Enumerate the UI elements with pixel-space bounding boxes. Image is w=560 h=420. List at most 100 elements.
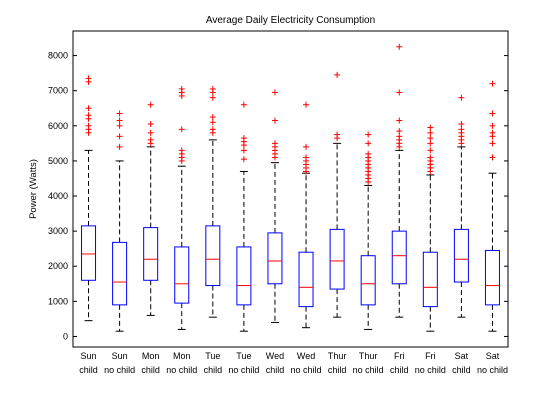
outlier-point [489, 140, 496, 147]
category-labels: Sun child Sun no child Mon child Mon no child Tu… [79, 351, 508, 375]
y-axis-ticks: 0 1000 2000 3000 4000 5000 6000 7000 8000 [48, 51, 508, 341]
category-label-group: no child [291, 365, 322, 375]
box-iqr [329, 228, 345, 290]
outlier-point [489, 129, 496, 136]
category-label-group: no child [228, 365, 259, 375]
category-label-group: no child [477, 365, 508, 375]
box-4 [205, 85, 221, 318]
outlier-point [116, 122, 123, 129]
category-label-day: Wed [266, 351, 284, 361]
outlier-point [240, 135, 247, 142]
category-label-day: Thur [359, 351, 378, 361]
outlier-point [240, 156, 247, 163]
category-label-group: no child [166, 365, 197, 375]
outlier-point [85, 75, 92, 82]
category-label-group: child [266, 365, 285, 375]
category-label-group: child [328, 365, 347, 375]
outlier-point [240, 147, 247, 154]
y-tick-label: 5000 [48, 156, 68, 166]
box-7 [298, 101, 314, 329]
category-label-group: child [141, 365, 160, 375]
outlier-point [303, 101, 310, 108]
box-3 [174, 85, 190, 330]
box-11 [422, 124, 438, 332]
outlier-point [334, 71, 341, 78]
category-label-group: no child [104, 365, 135, 375]
outlier-point [147, 136, 154, 143]
box-iqr [112, 241, 128, 306]
box-iqr [422, 251, 438, 308]
box-13 [484, 80, 500, 332]
outlier-point [396, 133, 403, 140]
y-tick-label: 8000 [48, 51, 68, 61]
outlier-point [147, 129, 154, 136]
y-tick-label: 3000 [48, 226, 68, 236]
outlier-point [489, 154, 496, 161]
category-label-day: Mon [173, 351, 191, 361]
outlier-point [209, 126, 216, 133]
box-8 [329, 71, 345, 318]
outlier-point [85, 122, 92, 129]
category-label-group: no child [353, 365, 384, 375]
box-iqr [484, 249, 500, 306]
box-series [81, 43, 500, 332]
box-iqr [360, 255, 376, 306]
y-tick-label: 2000 [48, 261, 68, 271]
outlier-point [303, 154, 310, 161]
outlier-point [116, 133, 123, 140]
box-iqr [81, 225, 97, 281]
outlier-point [396, 43, 403, 50]
category-label-group: child [79, 365, 98, 375]
outlier-point [489, 80, 496, 87]
outlier-point [178, 85, 185, 92]
outlier-point [427, 154, 434, 161]
outlier-point [178, 147, 185, 154]
box-9 [360, 131, 376, 330]
category-label-day: Mon [142, 351, 160, 361]
outlier-point [489, 110, 496, 117]
outlier-point [303, 143, 310, 150]
category-label-group: no child [415, 365, 446, 375]
outlier-point [209, 94, 216, 101]
outlier-point [147, 121, 154, 128]
outlier-point [365, 150, 372, 157]
y-axis-label: Power (Watts) [28, 159, 39, 219]
outlier-point [396, 128, 403, 135]
outlier-point [85, 112, 92, 119]
y-tick-label: 7000 [48, 86, 68, 96]
outlier-point [116, 117, 123, 124]
box-iqr [174, 246, 190, 304]
chart-title: Average Daily Electricity Consumption [206, 15, 375, 26]
outlier-point [365, 140, 372, 147]
y-tick-label: 1000 [48, 296, 68, 306]
category-label-day: Fri [394, 351, 405, 361]
box-0 [81, 75, 97, 322]
outlier-point [271, 89, 278, 96]
outlier-point [209, 114, 216, 121]
category-label-day: Sun [112, 351, 128, 361]
category-label-day: Wed [297, 351, 315, 361]
box-iqr [298, 251, 314, 308]
y-tick-label: 0 [63, 331, 68, 341]
y-tick-label: 6000 [48, 121, 68, 131]
box-iqr [453, 228, 469, 283]
outlier-point [116, 143, 123, 150]
outlier-point [396, 117, 403, 124]
box-iqr [391, 230, 407, 285]
category-label-day: Sat [486, 351, 500, 361]
outlier-point [396, 89, 403, 96]
box-6 [267, 89, 283, 323]
box-2 [143, 101, 159, 316]
box-iqr [143, 227, 159, 281]
outlier-point [458, 126, 465, 133]
category-label-day: Tue [236, 351, 251, 361]
outlier-point [209, 119, 216, 126]
outlier-point [240, 101, 247, 108]
box-12 [453, 94, 469, 318]
outlier-point [427, 129, 434, 136]
outlier-point [458, 94, 465, 101]
category-label-day: Tue [205, 351, 220, 361]
outlier-point [209, 85, 216, 92]
outlier-point [271, 117, 278, 124]
